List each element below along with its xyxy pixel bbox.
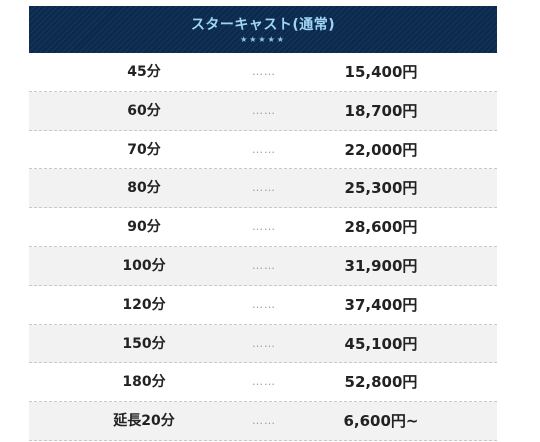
price-value: 22,000円 [344, 140, 418, 159]
dot-separator: …… [252, 258, 276, 272]
duration-label: 80分 [127, 180, 161, 197]
price-value: 37,400円 [344, 295, 418, 314]
price-value: 6,600円~ [343, 412, 419, 431]
dot-separator: …… [252, 181, 276, 195]
duration-label: 100分 [122, 257, 166, 274]
dot-separator: …… [252, 414, 276, 428]
duration-label: 150分 [122, 335, 166, 352]
dot-separator: …… [252, 297, 276, 311]
header-title: スターキャスト(通常) [190, 17, 336, 33]
price-row: 60分 …… 18,700円 [29, 91, 497, 131]
price-value: 28,600円 [344, 218, 418, 237]
price-row: 90分 …… 28,600円 [29, 208, 497, 247]
price-value: 25,300円 [344, 179, 418, 198]
price-table-header: スターキャスト(通常) ★★★★★ [29, 6, 497, 53]
price-row: 45分 …… 15,400円 [29, 53, 497, 92]
dot-separator: …… [252, 65, 276, 78]
duration-label: 70分 [127, 141, 161, 158]
dot-separator: …… [252, 375, 276, 389]
price-row: 延長20分 …… 6,600円~ [29, 402, 497, 441]
price-row: 100分 …… 31,900円 [29, 246, 497, 286]
star-decoration-icon: ★★★★★ [240, 35, 286, 44]
duration-label: 延長20分 [113, 413, 175, 430]
dot-separator: …… [252, 142, 276, 156]
price-row: 70分 …… 22,000円 [29, 131, 497, 170]
price-row: 180分 …… 52,800円 [29, 363, 497, 403]
dot-separator: …… [252, 103, 276, 117]
price-value: 45,100円 [344, 334, 418, 353]
duration-label: 180分 [122, 374, 166, 391]
price-rows: 45分 …… 15,400円 60分 …… 18,700円 70分 …… 22,… [29, 53, 497, 441]
price-value: 18,700円 [344, 101, 418, 120]
price-table: スターキャスト(通常) ★★★★★ 45分 …… 15,400円 60分 …… … [29, 6, 497, 441]
price-value: 31,900円 [344, 256, 418, 275]
dot-separator: …… [252, 336, 276, 350]
price-row: 80分 …… 25,300円 [29, 169, 497, 209]
duration-label: 120分 [122, 296, 166, 313]
price-value: 15,400円 [344, 63, 418, 81]
duration-label: 90分 [127, 219, 161, 236]
price-row: 150分 …… 45,100円 [29, 324, 497, 364]
dot-separator: …… [252, 220, 276, 234]
price-value: 52,800円 [344, 373, 418, 392]
price-row: 120分 …… 37,400円 [29, 286, 497, 325]
duration-label: 45分 [127, 64, 161, 80]
duration-label: 60分 [127, 102, 161, 119]
